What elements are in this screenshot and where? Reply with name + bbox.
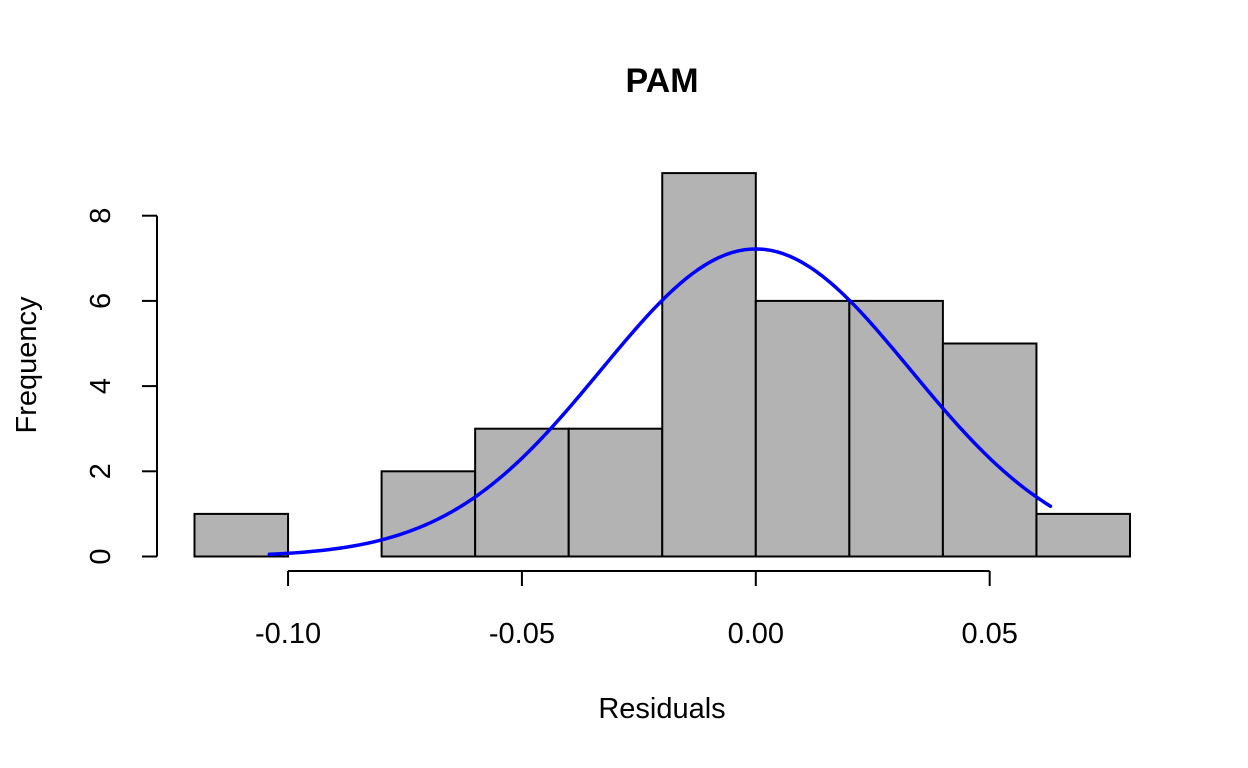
density-curve-group [267,247,1053,557]
y-tick-label: 6 [85,293,117,309]
density-curve-line [267,247,1053,557]
histogram-bar [754,299,851,558]
histogram-bar [474,427,570,558]
y-tick-label: 2 [85,463,117,479]
histogram-bar [567,427,664,558]
x-tick-label: -0.05 [489,618,555,650]
y-tick-label: 0 [85,548,117,564]
y-axis-label: Frequency [11,296,43,434]
histogram-bar [1035,512,1131,558]
histogram-bar [193,512,290,558]
histogram-bar [941,342,1038,558]
histogram-bar [380,470,477,558]
histogram-bar [661,172,757,558]
x-axis-label: Residuals [598,693,725,725]
histogram-bar [848,299,944,558]
x-tick-label: -0.10 [255,618,321,650]
chart-title: PAM [625,62,698,100]
y-tick-label: 4 [85,378,117,394]
x-tick-label: 0.05 [961,618,1017,650]
x-axis: -0.10 -0.05 0.00 0.05 [255,570,1018,650]
y-axis: 0 2 4 6 8 [85,208,158,565]
x-tick-label: 0.00 [728,618,784,650]
histogram-bars [193,172,1131,558]
y-tick-label: 8 [85,208,117,224]
